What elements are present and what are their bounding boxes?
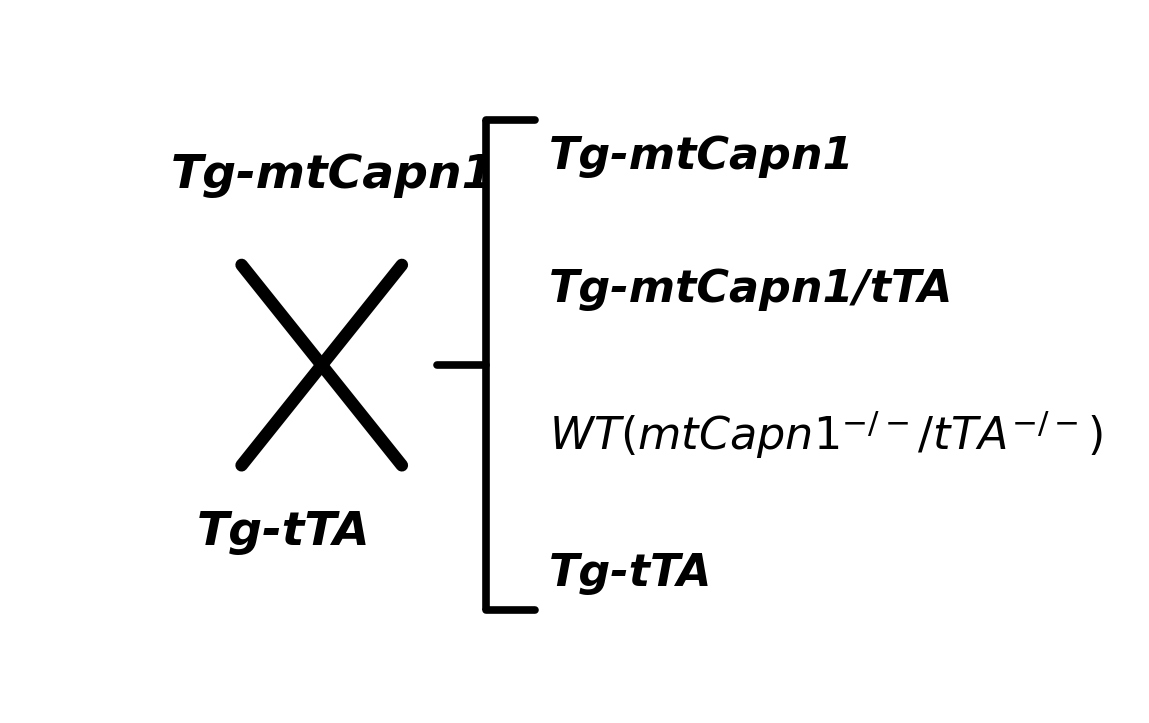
Text: Tg-mtCapn1: Tg-mtCapn1 <box>170 153 495 198</box>
Text: Tg-mtCapn1/tTA: Tg-mtCapn1/tTA <box>549 268 954 312</box>
Text: Tg-tTA: Tg-tTA <box>549 552 712 595</box>
Text: $\mathbf{\it{WT(mtCapn1^{-/-}/tTA^{-/-})}}$: $\mathbf{\it{WT(mtCapn1^{-/-}/tTA^{-/-})… <box>549 408 1103 461</box>
Text: Tg-mtCapn1: Tg-mtCapn1 <box>549 135 855 178</box>
Text: Tg-tTA: Tg-tTA <box>198 510 371 555</box>
